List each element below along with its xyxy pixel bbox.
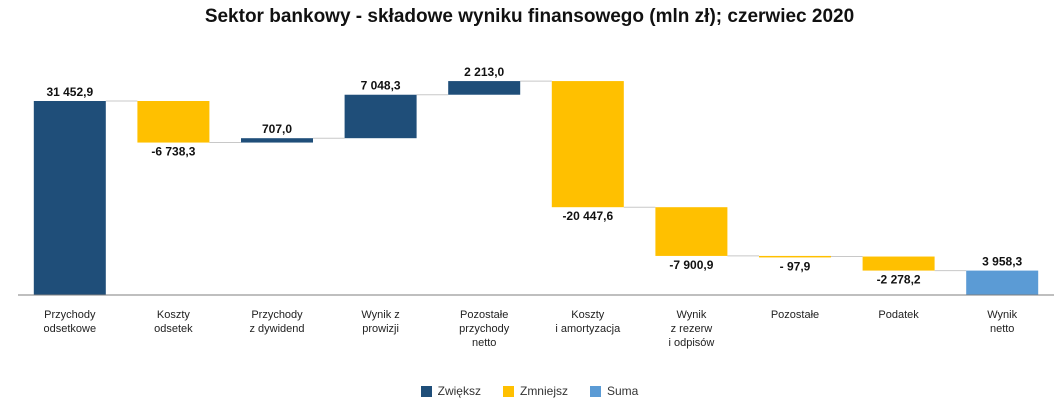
bar-5 — [448, 81, 521, 95]
bar-7 — [655, 207, 728, 256]
value-label: -20 447,6 — [562, 209, 613, 223]
value-label: - 97,9 — [780, 259, 811, 273]
legend-swatch — [502, 385, 514, 397]
category-label: Koszty i amortyzacja — [555, 309, 621, 335]
value-label: 3 958,3 — [982, 255, 1022, 269]
legend-item-decrease: Zmniejsz — [502, 384, 568, 398]
value-label: -7 900,9 — [669, 258, 713, 272]
category-label: Podatek — [878, 309, 919, 321]
legend-label: Zwiększ — [437, 384, 481, 398]
value-label: 31 452,9 — [46, 85, 93, 99]
bar-6 — [551, 81, 624, 208]
bar-8 — [759, 255, 831, 258]
bar-3 — [241, 138, 313, 143]
legend-item-increase: Zwiększ — [420, 384, 481, 398]
legend-label: Suma — [607, 384, 639, 398]
category-label: Pozostałe przychody netto — [459, 309, 510, 349]
category-label: Wynik z prowizji — [361, 309, 399, 335]
legend-swatch — [420, 385, 432, 397]
category-label: Koszty odsetek — [154, 309, 193, 335]
category-label: Przychody odsetkowe — [44, 309, 97, 335]
category-label: Wynik netto — [987, 309, 1017, 335]
value-label: 2 213,0 — [464, 65, 504, 79]
value-label: -2 278,2 — [877, 273, 921, 287]
legend-label: Zmniejsz — [519, 384, 568, 398]
chart-title: Sektor bankowy - składowe wyniku finanso… — [204, 6, 855, 27]
waterfall-chart: 31 452,9 Przychody odsetkowe -6 738,3 Koszty… — [18, 65, 1054, 349]
bar-1 — [33, 100, 106, 296]
category-label: Przychody z dywidend — [249, 309, 304, 335]
bar-4 — [344, 94, 417, 139]
legend: Zwiększ Zmniejsz Suma — [0, 384, 1059, 398]
value-label: 707,0 — [262, 122, 292, 136]
legend-item-total: Suma — [590, 384, 638, 398]
legend-swatch — [590, 385, 601, 397]
bar-9 — [862, 256, 935, 271]
bar-10 — [966, 270, 1039, 295]
category-label: Pozostałe — [771, 309, 819, 321]
value-label: -6 738,3 — [151, 145, 195, 159]
value-label: 7 048,3 — [361, 79, 401, 93]
bar-2 — [137, 100, 210, 143]
category-label: Wynik z rezerw i odpisów — [668, 309, 714, 349]
